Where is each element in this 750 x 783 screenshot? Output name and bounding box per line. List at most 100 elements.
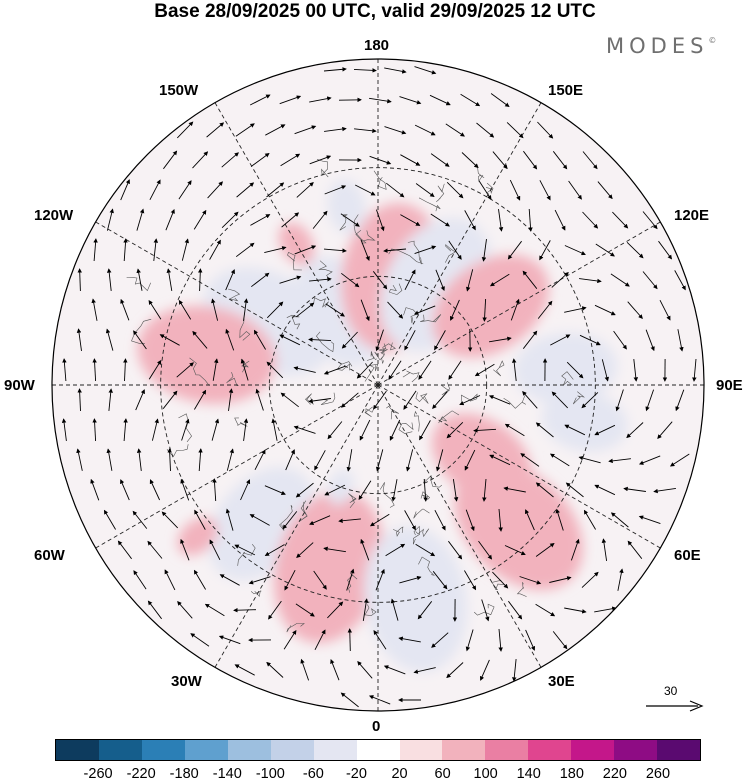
wind-vector — [465, 269, 474, 292]
wind-vector — [178, 299, 192, 320]
wind-vector — [565, 482, 584, 498]
wind-vector — [147, 540, 163, 559]
wind-vector — [479, 659, 490, 681]
wind-vector — [264, 544, 285, 556]
coastline-segment — [339, 214, 348, 231]
wind-vector — [597, 181, 613, 200]
wind-vector — [136, 448, 142, 471]
wind-vector — [482, 478, 487, 502]
wind-vector — [91, 298, 98, 321]
coastline-segment — [572, 391, 585, 405]
coastline-segment — [364, 406, 375, 417]
colorbar-tick-label: 180 — [559, 766, 584, 782]
wind-vector — [522, 391, 538, 409]
wind-vector — [176, 121, 194, 139]
coastline-segment — [234, 417, 248, 427]
wind-vector — [243, 298, 249, 321]
wind-vector — [360, 299, 370, 322]
wind-vector — [508, 600, 523, 620]
wind-vector — [434, 330, 446, 351]
colorbar-swatch — [141, 740, 185, 760]
wind-vector — [327, 601, 344, 619]
lon-label-150e: 150E — [548, 82, 584, 99]
coastline-segment — [438, 410, 460, 424]
wind-vector — [120, 298, 130, 321]
wind-vector — [105, 328, 114, 351]
wind-vector — [375, 568, 385, 591]
wind-vector — [123, 238, 128, 262]
wind-vector — [489, 336, 512, 343]
wind-vector — [193, 569, 206, 590]
coastline-segment — [388, 248, 424, 265]
meridian-line — [377, 384, 542, 668]
wind-vector — [249, 514, 270, 526]
colorbar-tick-label: -140 — [212, 766, 242, 782]
wind-vector — [219, 574, 240, 586]
wind-vector — [375, 329, 384, 352]
wind-vector — [77, 268, 82, 292]
wind-vector — [369, 513, 390, 527]
wind-vector — [415, 543, 436, 557]
wind-vector — [692, 358, 697, 382]
coastline-segment — [226, 372, 239, 387]
wind-vector — [488, 395, 511, 405]
wind-vector — [504, 545, 526, 556]
wind-vector — [391, 479, 398, 502]
wind-vector — [645, 389, 655, 412]
wind-vector — [93, 238, 98, 262]
wind-vector — [312, 210, 328, 229]
wind-vector — [324, 484, 346, 496]
coastline-segment — [493, 360, 505, 377]
wind-vector — [282, 511, 298, 530]
wind-vector — [271, 418, 278, 441]
wind-vector — [295, 482, 314, 498]
wind-vector — [478, 540, 493, 560]
wind-vector — [147, 600, 162, 620]
wind-vector — [209, 539, 221, 561]
wind-vector — [295, 603, 315, 617]
wind-vector — [309, 155, 332, 165]
wind-vector — [136, 208, 145, 231]
wind-vector — [492, 151, 508, 170]
wind-vector — [423, 478, 428, 502]
wind-vector — [675, 389, 685, 412]
wind-vector — [284, 569, 296, 591]
wind-vector — [206, 122, 225, 138]
coastline-segment — [286, 314, 301, 330]
wind-vector — [211, 298, 219, 321]
lon-label-150w: 150W — [159, 82, 199, 99]
coastline-segment — [392, 526, 404, 537]
wind-vector — [414, 124, 436, 136]
wind-vector — [539, 180, 551, 201]
wind-vector — [368, 695, 391, 705]
latitude-circle — [160, 167, 596, 603]
wind-vector — [354, 128, 377, 134]
wind-vector — [448, 240, 462, 260]
wind-vector — [123, 418, 128, 442]
wind-vector — [90, 478, 100, 501]
coastline-segment — [287, 251, 302, 271]
wind-vector — [135, 389, 145, 411]
wind-vector — [615, 389, 624, 412]
wind-vector — [106, 448, 113, 471]
wind-vector — [653, 487, 676, 494]
wind-vector — [133, 570, 147, 590]
wind-vector — [314, 450, 326, 471]
wind-vector — [579, 278, 602, 284]
wind-vector — [136, 268, 143, 291]
wind-vector — [233, 607, 257, 613]
wind-vector — [446, 421, 464, 439]
coastline-segment — [353, 214, 367, 244]
coastline-segment — [420, 491, 431, 500]
wind-vector — [211, 418, 220, 441]
colorbar-swatch — [571, 740, 615, 760]
wind-vector — [551, 271, 569, 288]
wind-vector — [528, 208, 533, 232]
coastline-segment — [402, 370, 420, 383]
wind-vector — [627, 301, 643, 319]
coastline-segment — [398, 422, 414, 434]
coastline-segment — [407, 240, 422, 265]
wind-vector — [579, 334, 601, 346]
wind-vector — [431, 632, 449, 648]
wind-vector — [266, 361, 284, 379]
